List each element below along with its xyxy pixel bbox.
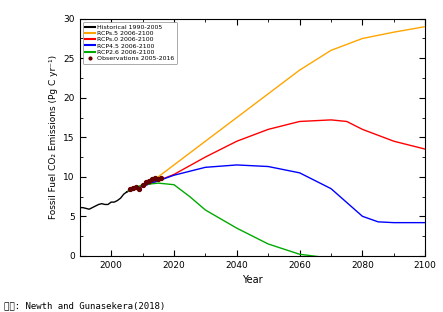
Point xyxy=(145,178,152,183)
Point xyxy=(148,177,155,182)
Text: 출처: Newth and Gunasekera(2018): 출처: Newth and Gunasekera(2018) xyxy=(4,301,166,310)
Point xyxy=(130,185,137,190)
Legend: Historical 1990-2005, RCPs.5 2006-2100, RCPs.0 2006-2100, RCP4.5 2006-2100, RCP2: Historical 1990-2005, RCPs.5 2006-2100, … xyxy=(83,22,177,64)
Point xyxy=(152,176,159,181)
Point xyxy=(136,186,143,191)
Point xyxy=(133,185,140,190)
Point xyxy=(155,177,162,182)
Point xyxy=(126,187,133,192)
Point xyxy=(142,180,149,185)
X-axis label: Year: Year xyxy=(242,275,263,285)
Point xyxy=(139,182,146,187)
Point xyxy=(158,175,165,180)
Y-axis label: Fossil Fuel CO₂ Emissions (Pg C yr⁻¹): Fossil Fuel CO₂ Emissions (Pg C yr⁻¹) xyxy=(49,55,58,219)
